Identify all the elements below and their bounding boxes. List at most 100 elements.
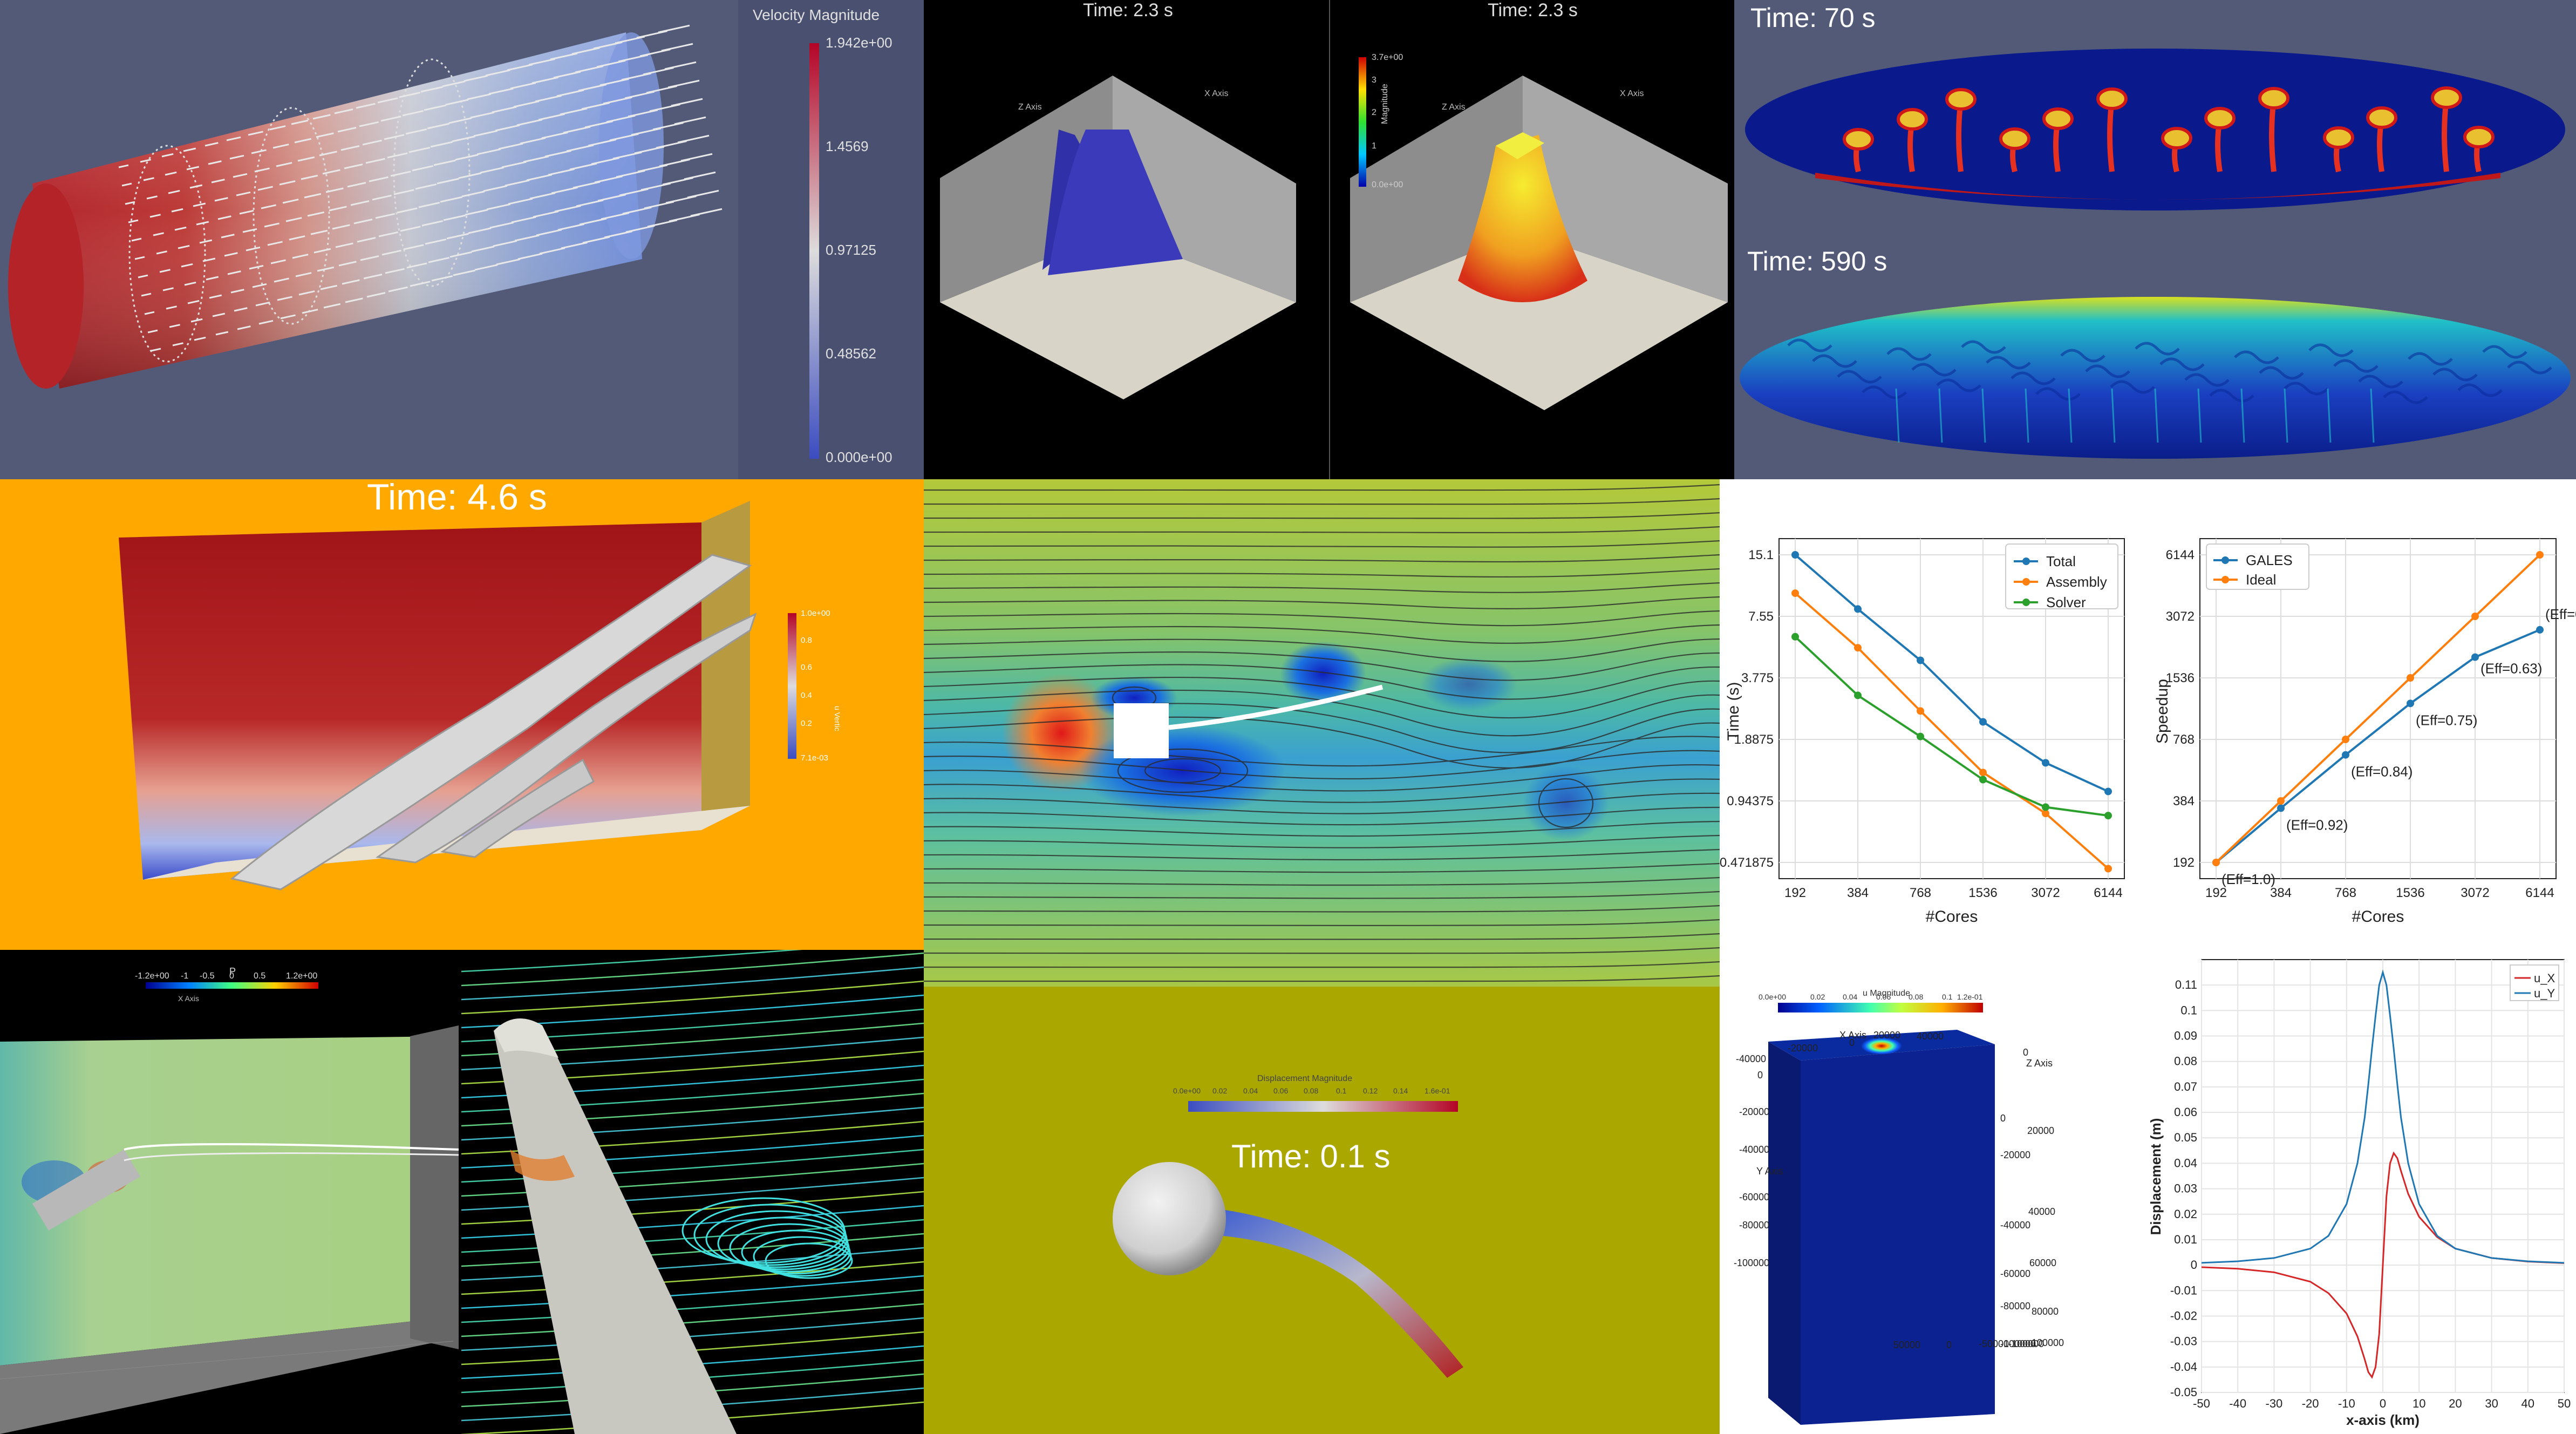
data-point <box>2212 859 2220 866</box>
velocity-arrow <box>294 138 312 144</box>
legend-marker <box>2022 599 2030 606</box>
velocity-arrow <box>147 329 158 334</box>
x-axis-title: X Axis <box>1839 1030 1867 1041</box>
velocity-arrow <box>397 207 418 214</box>
z-tick-3: 40000 <box>2028 1206 2056 1217</box>
pressure-title: P <box>229 966 236 977</box>
swirl <box>2135 342 2180 356</box>
x-axis-label: X Axis <box>178 994 199 1003</box>
wake-streamline <box>461 1191 924 1225</box>
y-tick-label: 1.8875 <box>1734 732 1774 747</box>
velocity-arrow <box>390 171 411 177</box>
streamline <box>924 961 1720 968</box>
x-tick-label: 384 <box>2270 886 2292 900</box>
time-label-left: Time: 2.3 s <box>1083 0 1173 21</box>
wake-vortex-loop <box>765 1242 853 1279</box>
legend-label: GALES <box>2246 552 2293 568</box>
x-tick-label: -40 <box>2229 1397 2246 1410</box>
left-tick-6: -100000 <box>1734 1258 1770 1268</box>
velocity-arrow <box>403 244 424 250</box>
swirl <box>2259 366 2304 380</box>
data-point <box>1854 644 1862 652</box>
displacement-title: Displacement Magnitude <box>1257 1074 1353 1083</box>
velocity-arrow <box>165 171 177 176</box>
velocity-arrow <box>258 320 274 325</box>
series-line <box>2215 554 2541 864</box>
wake-streamline <box>461 1275 924 1309</box>
y-tick-label: 0.09 <box>2174 1029 2197 1043</box>
y-tick-label: -0.01 <box>2170 1283 2197 1297</box>
velocity-arrow <box>680 153 713 162</box>
velocity-arrow <box>366 292 386 298</box>
data-point <box>2277 804 2285 812</box>
data-point <box>1979 769 1987 777</box>
streamline <box>924 975 1720 982</box>
velocity-arrow <box>412 165 434 172</box>
velocity-arrow <box>664 61 697 70</box>
velocity-arrow <box>237 325 251 330</box>
velocity-arrow <box>227 270 241 275</box>
data-point <box>1917 656 1924 664</box>
legend-label: Total <box>2046 553 2076 569</box>
vortex-contour <box>1538 778 1594 828</box>
wake-streamline <box>461 1205 924 1239</box>
right-tick-4: -60000 <box>2000 1268 2031 1279</box>
wake-vortex-loop <box>693 1204 847 1266</box>
z-tick-6: 100000 <box>2032 1337 2064 1348</box>
legend-box <box>2206 543 2309 590</box>
velocity-arrow <box>146 195 158 200</box>
x-axis-tick-2: -20000 <box>1788 1043 1818 1054</box>
rayleigh-taylor-panel: Time: 70 s Time: 590 s <box>1734 0 2576 479</box>
x-tick-label: 0 <box>2380 1397 2386 1410</box>
wake-vortex-loop <box>682 1197 846 1264</box>
velocity-arrow <box>446 233 469 240</box>
velocity-arrow <box>118 164 129 168</box>
streamline <box>924 862 1720 873</box>
velocity-arrow <box>255 301 270 307</box>
right-tick-5: -80000 <box>2000 1301 2031 1311</box>
velocity-arrow <box>199 239 213 244</box>
velocity-arrow <box>505 179 530 187</box>
time-label: Time: 4.6 s <box>367 479 547 518</box>
plume-cap <box>1999 127 2030 150</box>
plume-cap <box>2096 87 2128 110</box>
velocity-arrow <box>402 110 424 117</box>
velocity-arrow <box>304 193 322 199</box>
velocity-arrow <box>221 234 235 239</box>
velocity-arrow <box>690 208 723 217</box>
swirl <box>2383 390 2428 404</box>
data-point <box>2277 797 2285 805</box>
left-tick-4: -60000 <box>1739 1192 1770 1202</box>
velocity-arrow <box>464 74 488 82</box>
plume-cap <box>1843 128 1874 151</box>
legend-marker <box>2221 556 2229 564</box>
velocity-arrow <box>437 178 459 185</box>
velocity-arrow <box>270 259 286 264</box>
x-axis-title: x-axis (km) <box>2346 1412 2420 1428</box>
plume-cap <box>2161 127 2192 149</box>
velocity-arrow <box>274 277 289 283</box>
velocity-arrow <box>406 262 427 269</box>
velocity-arrow <box>280 314 296 320</box>
streamline <box>924 689 1720 737</box>
velocity-arrow <box>369 176 389 182</box>
velocity-arrow <box>183 147 196 152</box>
series-line <box>2215 629 2540 864</box>
velocity-arrow <box>476 148 501 155</box>
y-tick-label: 768 <box>2173 732 2195 747</box>
velocity-arrow <box>166 305 177 310</box>
axis-label-right-x: X Axis <box>1620 89 1644 98</box>
velocity-arrow <box>153 232 164 236</box>
uvert-tick-1: 1.0e+00 <box>801 609 830 618</box>
velocity-arrow <box>667 79 700 89</box>
bottom-tick-4: -100000 <box>2008 1338 2045 1349</box>
velocity-arrow <box>196 221 209 226</box>
uvert-tick-5: 0.2 <box>801 719 812 728</box>
velocity-arrow <box>149 214 161 218</box>
velocity-arrow <box>539 247 565 255</box>
velocity-arrow <box>171 208 183 213</box>
u-magnitude-tick-5: 0.08 <box>1909 993 1924 1001</box>
swirl-drip <box>1938 388 1943 443</box>
streamline <box>924 778 1720 803</box>
velocity-arrow <box>131 237 142 242</box>
